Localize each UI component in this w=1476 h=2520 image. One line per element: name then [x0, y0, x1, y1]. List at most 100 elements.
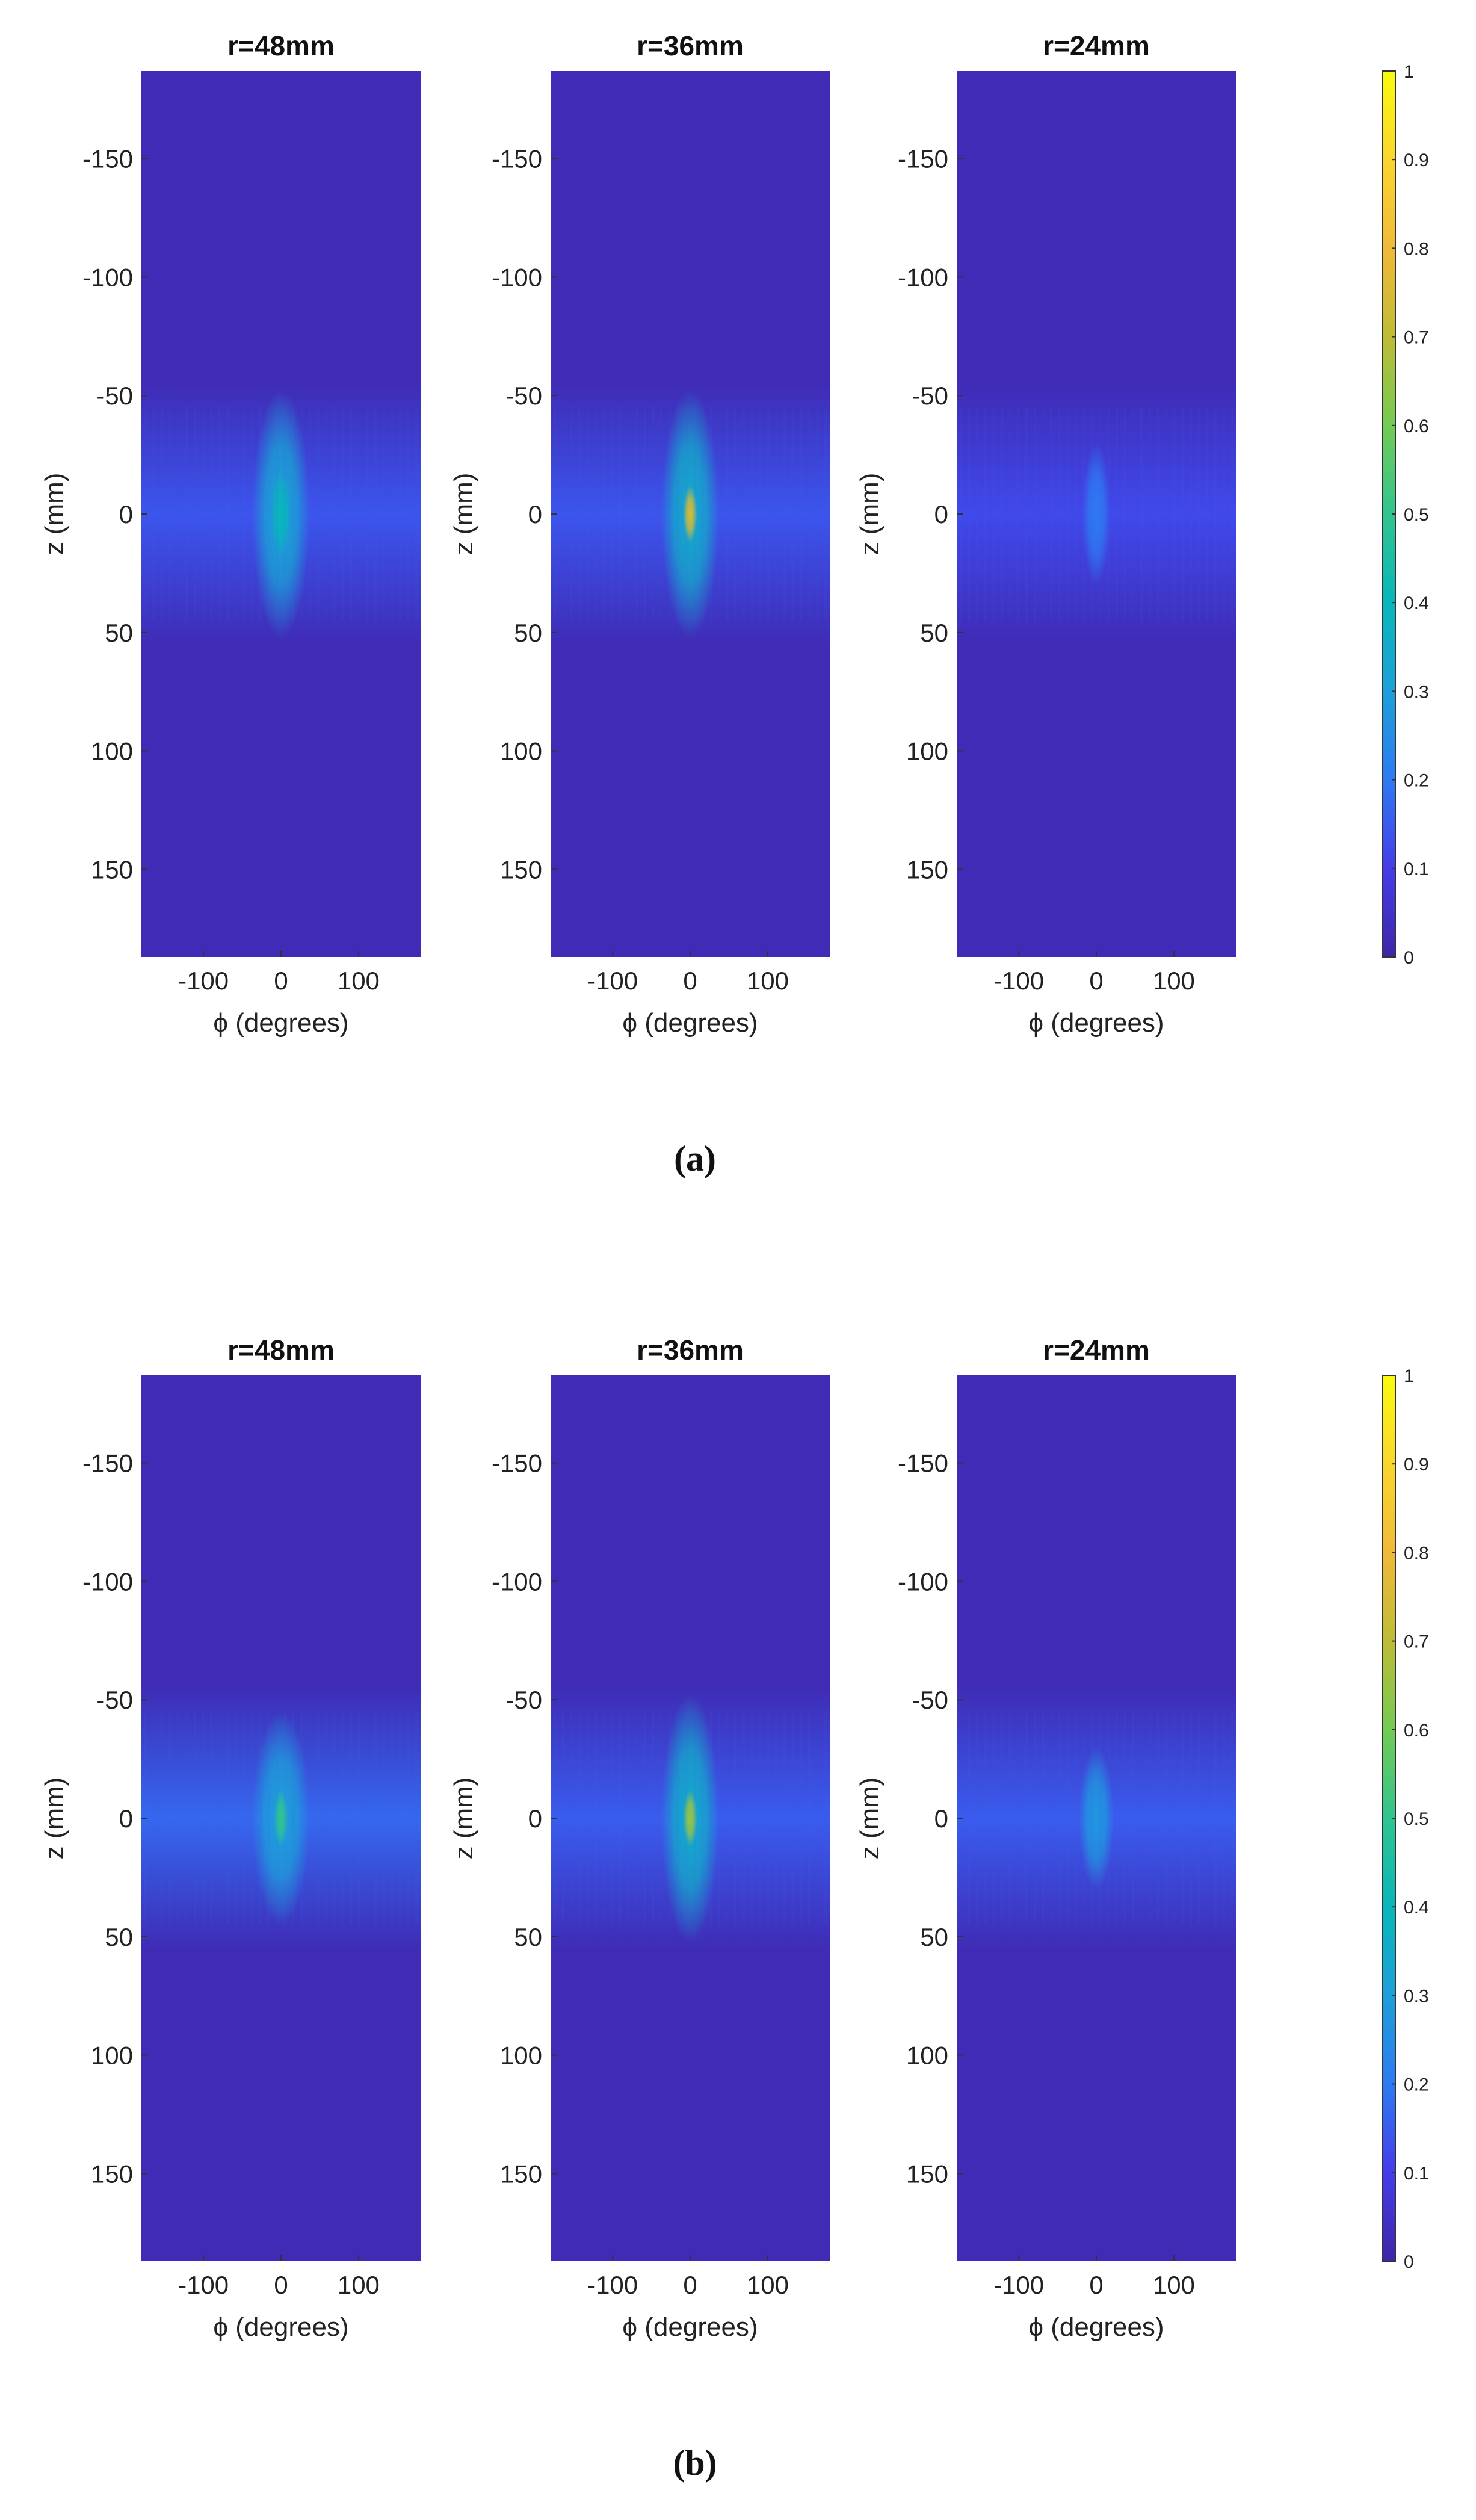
x-tick-label: -100 [178, 2271, 229, 2299]
y-tick-label: -100 [492, 263, 542, 291]
y-tick-label: 100 [500, 737, 542, 766]
y-tick-label: -100 [82, 263, 133, 291]
subplot-title: r=36mm [637, 30, 744, 61]
texture-streak [775, 407, 778, 621]
intensity-spot [271, 471, 291, 557]
texture-streak [350, 1711, 352, 1925]
texture-streak [341, 407, 344, 621]
x-axis-label: ϕ (degrees) [213, 1008, 348, 1038]
texture-streak [992, 407, 995, 621]
texture-streak [1173, 1711, 1176, 1925]
colorbar-tick-label: 0.8 [1404, 1543, 1429, 1563]
texture-streak [1042, 1711, 1045, 1925]
texture-streak [251, 407, 254, 621]
y-tick-label: 150 [906, 855, 948, 884]
texture-streak [1181, 407, 1184, 621]
texture-streak [234, 1711, 237, 1925]
texture-streak [1099, 407, 1102, 621]
colorbar-tick-label: 0.4 [1404, 1898, 1429, 1918]
y-axis-label: z (mm) [855, 473, 885, 556]
colorbar-tick-label: 1 [1404, 62, 1414, 82]
texture-streak [976, 1711, 979, 1925]
subplot-title: r=24mm [1043, 30, 1150, 61]
heatmap-intensity [551, 1685, 830, 1951]
texture-streak [627, 407, 630, 621]
texture-streak [1197, 1711, 1200, 1925]
texture-streak [259, 1711, 262, 1925]
texture-streak [660, 407, 663, 621]
y-tick-label: -50 [505, 382, 542, 410]
y-tick-label: -50 [505, 1686, 542, 1714]
texture-streak [177, 407, 180, 621]
texture-streak [251, 1711, 254, 1925]
texture-streak [1132, 407, 1135, 621]
subplot-title: r=48mm [227, 30, 335, 61]
y-tick-label: 100 [91, 2042, 133, 2070]
texture-streak [267, 407, 270, 621]
texture-streak [570, 1711, 573, 1925]
texture-streak [382, 407, 385, 621]
texture-streak [775, 1711, 778, 1925]
x-axis-label: ϕ (degrees) [1028, 1008, 1164, 1038]
texture-streak [643, 1711, 646, 1925]
texture-streak [1099, 1711, 1102, 1925]
texture-streak [292, 1711, 295, 1925]
y-tick-label: 50 [105, 619, 133, 647]
y-tick-label: 150 [500, 855, 542, 884]
intensity-spot [683, 1789, 697, 1847]
texture-streak [1173, 407, 1176, 621]
texture-streak [1001, 407, 1004, 621]
y-tick-label: -150 [82, 145, 133, 173]
texture-streak [586, 407, 589, 621]
texture-streak [807, 407, 811, 621]
colorbar-tick-label: 0.9 [1404, 150, 1429, 170]
texture-streak [226, 1711, 229, 1925]
heatmap-intensity [551, 381, 830, 647]
intensity-spot [683, 485, 697, 543]
y-tick-label: -50 [96, 1686, 133, 1714]
x-axis-label: ϕ (degrees) [622, 1008, 758, 1038]
texture-streak [1008, 1711, 1011, 1925]
colorbar-tick-label: 0.5 [1404, 1809, 1429, 1829]
subplot-title: r=24mm [1043, 1334, 1150, 1366]
colorbar-tick-label: 0 [1404, 948, 1414, 968]
heatmap-intensity [141, 381, 421, 647]
texture-streak [619, 1711, 622, 1925]
texture-streak [726, 407, 729, 621]
texture-streak [398, 407, 401, 621]
x-tick-label: 0 [1089, 2271, 1103, 2299]
x-tick-label: 100 [1153, 967, 1195, 995]
texture-streak [1189, 407, 1192, 621]
texture-streak [701, 1711, 704, 1925]
heatmap-intensity [141, 1685, 421, 1951]
texture-streak [578, 407, 581, 621]
texture-streak [759, 1711, 761, 1925]
texture-streak [676, 1711, 679, 1925]
texture-streak [415, 407, 418, 621]
panel-label: (a) [674, 1139, 716, 1178]
texture-streak [750, 1711, 753, 1925]
x-tick-label: 100 [338, 967, 380, 995]
y-tick-label: 100 [91, 737, 133, 766]
x-tick-label: 0 [683, 2271, 697, 2299]
texture-streak [1107, 1711, 1110, 1925]
texture-streak [234, 407, 237, 621]
texture-streak [1123, 407, 1126, 621]
texture-streak [1001, 1711, 1004, 1925]
texture-streak [1058, 1711, 1061, 1925]
colorbar-tick-label: 0 [1404, 2252, 1414, 2272]
texture-streak [1066, 407, 1069, 621]
texture-streak [1074, 1711, 1077, 1925]
texture-streak [267, 1711, 270, 1925]
texture-streak [643, 407, 646, 621]
colorbar-tick-label: 0.6 [1404, 416, 1429, 436]
x-tick-label: 100 [747, 967, 789, 995]
texture-streak [1116, 1711, 1119, 1925]
texture-streak [1058, 407, 1061, 621]
y-axis-label: z (mm) [449, 473, 478, 556]
heatmap-subplot: r=36mm -150 -100 -50 0 50 100 150 -100 0 100 z (mm)… [449, 1334, 830, 2342]
texture-streak [185, 1711, 188, 1925]
y-axis-label: z (mm) [855, 1777, 885, 1860]
